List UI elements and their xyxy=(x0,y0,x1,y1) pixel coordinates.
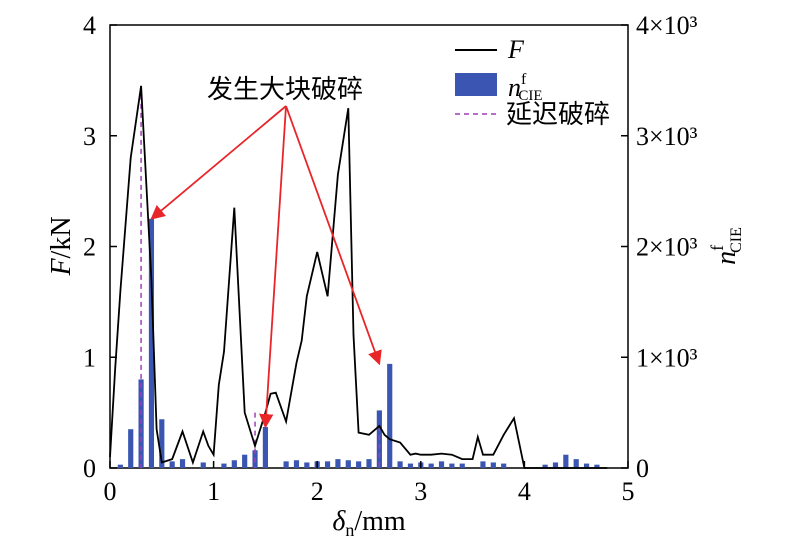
bar xyxy=(407,463,414,468)
y-right-tick-label: 1×10³ xyxy=(636,343,698,372)
bar xyxy=(231,460,237,468)
bar xyxy=(128,429,134,468)
legend-label-nf: nf CIE xyxy=(508,71,543,104)
bar xyxy=(169,461,175,468)
x-tick-label: 3 xyxy=(414,477,427,506)
bar xyxy=(324,461,331,468)
bar xyxy=(459,463,465,468)
x-tick-label: 1 xyxy=(207,477,220,506)
annotation-arrow xyxy=(285,105,382,366)
y-left-tick-label: 2 xyxy=(83,233,96,262)
y-left-tick-label: 4 xyxy=(83,11,96,40)
bar xyxy=(293,460,300,468)
bar xyxy=(221,463,227,468)
bar xyxy=(583,463,590,468)
y-right-tick-label: 2×10³ xyxy=(636,233,698,262)
bar xyxy=(397,461,403,468)
bar xyxy=(304,462,310,468)
bar xyxy=(563,454,569,468)
x-tick-label: 0 xyxy=(104,477,117,506)
bar xyxy=(200,462,206,468)
bar xyxy=(542,464,548,468)
bar xyxy=(345,460,351,468)
bar xyxy=(573,459,579,468)
legend-label-delay: 延迟破碎 xyxy=(506,100,610,130)
legend-bar-swatch xyxy=(455,73,497,96)
y-left-tick-label: 0 xyxy=(83,454,96,483)
bar xyxy=(356,461,362,468)
y-left-axis-title: F/kN xyxy=(46,216,77,276)
x-tick-label: 2 xyxy=(311,477,324,506)
y-right-tick-label: 3×10³ xyxy=(636,122,698,151)
y-left-tick-label: 1 xyxy=(83,343,96,372)
bar xyxy=(438,461,445,468)
y-right-tick-label: 4×10³ xyxy=(636,11,698,40)
bar xyxy=(117,464,123,468)
x-axis-title: δn/mm xyxy=(332,506,406,540)
bar xyxy=(159,419,165,468)
bar xyxy=(594,464,600,468)
x-tick-label: 4 xyxy=(518,477,531,506)
y-left-tick-label: 3 xyxy=(83,122,96,151)
bar xyxy=(179,459,186,468)
bar xyxy=(501,463,507,468)
bar xyxy=(335,459,341,468)
dashed-vline-series xyxy=(140,85,381,468)
bar xyxy=(449,463,455,468)
bar xyxy=(428,463,434,468)
annotation-arrows xyxy=(150,105,382,429)
annotation-arrow xyxy=(259,105,287,429)
y-right-axis-title: nfCIE xyxy=(707,227,745,265)
bar xyxy=(387,363,393,468)
annotation-arrow xyxy=(150,105,287,220)
bar xyxy=(480,461,486,468)
bar xyxy=(552,462,559,468)
y-right-tick-label: 0 xyxy=(636,454,649,483)
x-tick-label: 5 xyxy=(622,477,635,506)
bar xyxy=(283,461,289,468)
legend-label-F: F xyxy=(507,35,525,64)
bar xyxy=(490,462,496,468)
bar xyxy=(366,459,372,468)
line-series-F xyxy=(109,85,608,469)
bar xyxy=(148,218,155,468)
bar xyxy=(242,454,248,468)
legend: F nf CIE 延迟破碎 xyxy=(455,35,610,130)
annotation-text: 发生大块破碎 xyxy=(207,75,363,105)
plot-frame xyxy=(109,24,629,469)
bar xyxy=(262,427,268,468)
